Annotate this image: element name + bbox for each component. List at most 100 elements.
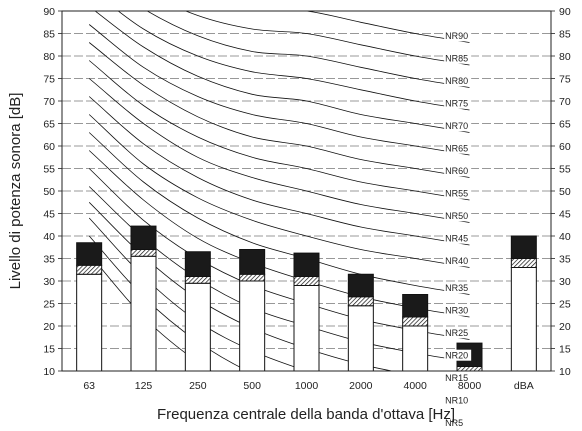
- nr-curve: [88, 114, 470, 268]
- bar-top-segment: [293, 252, 320, 278]
- bar-lower-segment: [510, 267, 537, 372]
- nr-label-bg: [444, 97, 472, 109]
- y-tick-label-right: 30: [559, 276, 571, 288]
- y-tick-label-left: 35: [43, 254, 55, 266]
- nr-curve: [88, 96, 470, 246]
- nr-curve: [88, 42, 470, 178]
- nr-label-bg: [444, 165, 472, 177]
- nr-curve-labels: NR0NR5NR10NR15NR20NR25NR30NR35NR40NR45NR…: [444, 30, 472, 429]
- nr-label-bg: [444, 349, 472, 361]
- x-tick-label: 1000: [295, 380, 319, 392]
- y-tick-label-left: 90: [43, 6, 55, 18]
- bar-hatched-segment: [347, 296, 374, 307]
- nr-label-bg: [444, 394, 472, 406]
- nr-curve-label: NR5: [445, 418, 463, 428]
- y-tick-label-left: 70: [43, 96, 55, 108]
- nr-curve-label: NR15: [445, 373, 468, 383]
- nr-curve: [117, 11, 470, 111]
- y-tick-label-left: 15: [43, 344, 55, 356]
- bar-hatched-segment: [130, 249, 157, 257]
- bar-lower-segment: [347, 305, 374, 372]
- bar-lower-segment: [130, 255, 157, 372]
- y-tick-labels-right: 10 15 20 25 30 35 40 45 50 55 60 65 70 75 80 85 90: [559, 6, 571, 378]
- y-tick-label-right: 20: [559, 321, 571, 333]
- y-tick-label-left: 20: [43, 321, 55, 333]
- x-tick-label: 500: [243, 380, 261, 392]
- bar-lower-segment: [239, 280, 266, 372]
- y-tick-label-right: 60: [559, 141, 571, 153]
- bar-hatched-segment: [402, 316, 429, 327]
- bar-top-segment: [130, 225, 157, 251]
- nr-curve: [88, 60, 470, 201]
- x-tick-label: 4000: [403, 380, 427, 392]
- bar-top-segment: [402, 294, 429, 318]
- y-tick-label-left: 10: [43, 366, 55, 378]
- bar-hatched-segment: [293, 276, 320, 286]
- nr-curve: [184, 11, 470, 66]
- y-tick-label-right: 35: [559, 254, 571, 266]
- bar-hatched-segment: [239, 273, 266, 282]
- nr-curve-label: NR20: [445, 351, 468, 361]
- y-tick-label-left: 30: [43, 276, 55, 288]
- y-tick-label-left: 65: [43, 119, 55, 131]
- nr-curve: [146, 11, 470, 88]
- x-tick-label: 2000: [349, 380, 373, 392]
- y-axis-title: Livello di potenza sonora [dB]: [7, 93, 24, 290]
- nr-curve-label: NR70: [445, 121, 468, 131]
- nr-curve-label: NR90: [445, 31, 468, 41]
- nr-label-bg: [444, 304, 472, 316]
- nr-label-bg: [444, 120, 472, 132]
- plot-frame: [61, 10, 552, 372]
- nr-curve-label: NR25: [445, 328, 468, 338]
- nr-curve-label: NR30: [445, 306, 468, 316]
- nr-label-bg: [444, 142, 472, 154]
- nr-label-bg: [444, 232, 472, 244]
- nr-label-bg: [444, 210, 472, 222]
- nr-label-bg: [444, 187, 472, 199]
- nr-curve: [302, 11, 470, 43]
- nr-label-bg: [444, 282, 472, 294]
- y-tick-label-right: 50: [559, 186, 571, 198]
- nr-curve-label: NR35: [445, 283, 468, 293]
- y-tick-label-left: 75: [43, 74, 55, 86]
- bar-top-segment: [76, 242, 103, 266]
- x-tick-label: 8000: [458, 380, 482, 392]
- y-tick-label-right: 55: [559, 164, 571, 176]
- nr-curve-label: NR55: [445, 189, 468, 199]
- nr-label-bg: [444, 255, 472, 267]
- nr-label-bg: [444, 30, 472, 42]
- nr-curve: [88, 78, 470, 223]
- x-tick-labels: 63 125 250 500 1000 2000 4000 8000 dBA: [83, 380, 533, 392]
- bar-top-segment: [239, 249, 266, 275]
- nr-label-bg: [444, 417, 472, 429]
- nr-curve-label: NR45: [445, 234, 468, 244]
- nr-curve: [94, 11, 470, 133]
- y-tick-label-left: 60: [43, 141, 55, 153]
- y-tick-label-right: 70: [559, 96, 571, 108]
- bar-hatched-segment: [184, 276, 211, 284]
- y-tick-label-right: 15: [559, 344, 571, 356]
- y-tick-label-left: 40: [43, 231, 55, 243]
- bar-top-segment: [510, 235, 537, 259]
- y-tick-label-left: 25: [43, 299, 55, 311]
- y-tick-label-right: 40: [559, 231, 571, 243]
- y-tick-label-left: 80: [43, 51, 55, 63]
- bar-hatched-segment: [76, 264, 103, 275]
- bar-hatched-segment: [456, 366, 483, 372]
- bars: [76, 225, 537, 372]
- bar-lower-segment: [76, 273, 103, 372]
- y-tick-label-right: 75: [559, 74, 571, 86]
- nr-curve-label: NR40: [445, 256, 468, 266]
- nr-label-bg: [444, 52, 472, 64]
- x-axis-title: Frequenza centrale della banda d'ottava …: [157, 406, 455, 423]
- nr-label-bg: [444, 372, 472, 384]
- bar-lower-segment: [184, 282, 211, 372]
- y-tick-label-left: 55: [43, 164, 55, 176]
- y-tick-label-left: 50: [43, 186, 55, 198]
- nr-label-bg: [444, 75, 472, 87]
- nr-curve: [88, 24, 470, 156]
- x-tick-label: 63: [83, 380, 95, 392]
- bar-lower-segment: [402, 325, 429, 372]
- y-tick-label-right: 90: [559, 6, 571, 18]
